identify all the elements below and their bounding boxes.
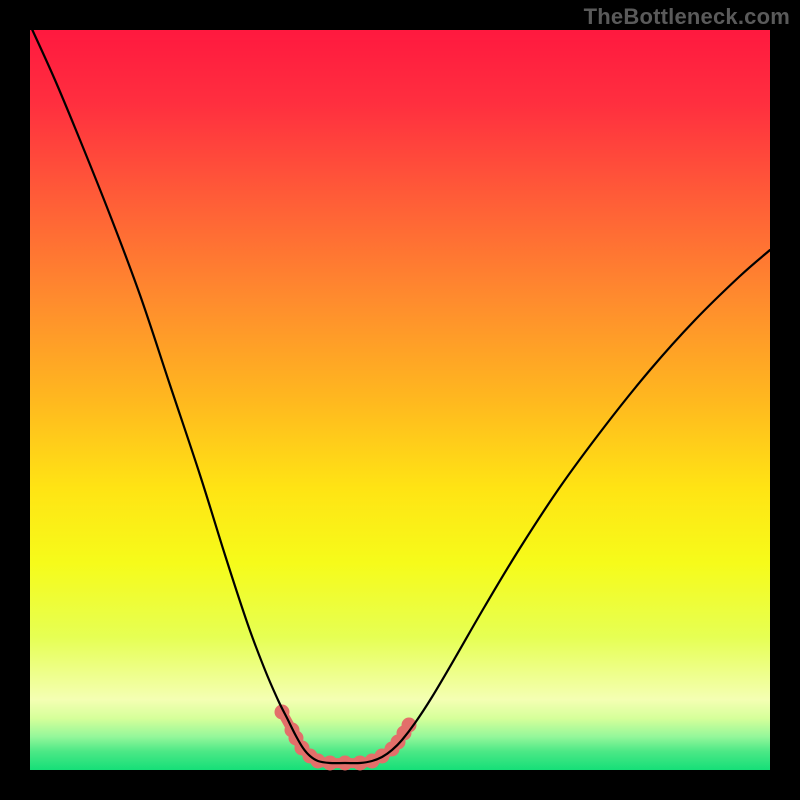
chart-svg — [0, 0, 800, 800]
chart-canvas — [0, 0, 800, 800]
watermark-text: TheBottleneck.com — [584, 4, 790, 30]
